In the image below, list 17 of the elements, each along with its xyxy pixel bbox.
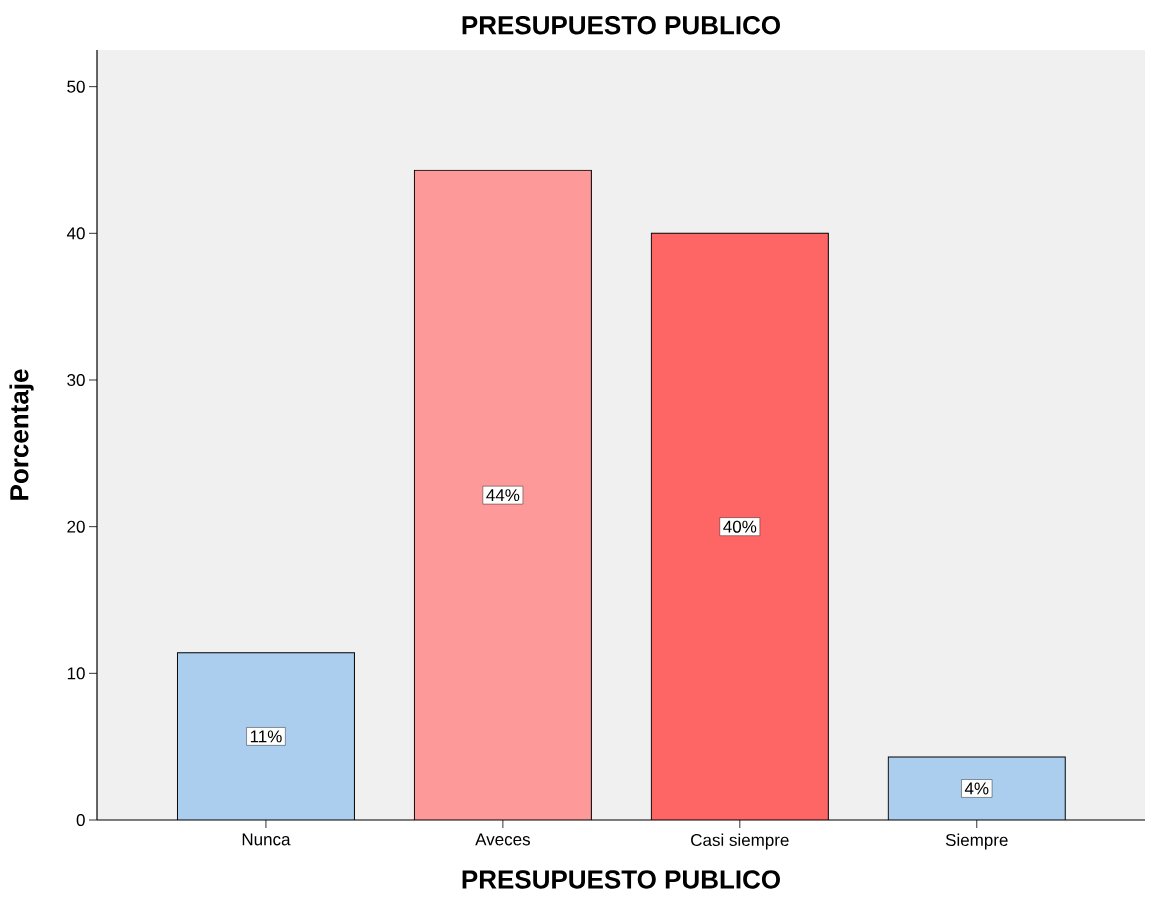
- y-tick-label: 50: [67, 80, 85, 93]
- x-axis-title: PRESUPUESTO PUBLICO: [462, 870, 780, 889]
- data-label: 11%: [250, 730, 282, 743]
- y-axis-title: Porcentaje: [9, 369, 34, 500]
- y-tick-label: 30: [67, 373, 85, 387]
- y-tick-label: 20: [67, 520, 85, 533]
- y-tick-label: 10: [67, 667, 85, 680]
- x-tick-label: Nunca: [242, 833, 291, 846]
- y-tick-label: 40: [66, 227, 85, 240]
- x-tick-label: Casi siempre: [691, 833, 789, 850]
- x-tick-label: Siempre: [945, 833, 1008, 850]
- data-label: 40%: [723, 520, 757, 533]
- chart-title: PRESUPUESTO PUBLICO: [462, 16, 780, 35]
- data-label: 44%: [486, 489, 520, 502]
- x-tick-label: Aveces: [475, 833, 530, 846]
- y-tick-label: 0: [76, 813, 85, 827]
- data-label: 4%: [964, 782, 989, 795]
